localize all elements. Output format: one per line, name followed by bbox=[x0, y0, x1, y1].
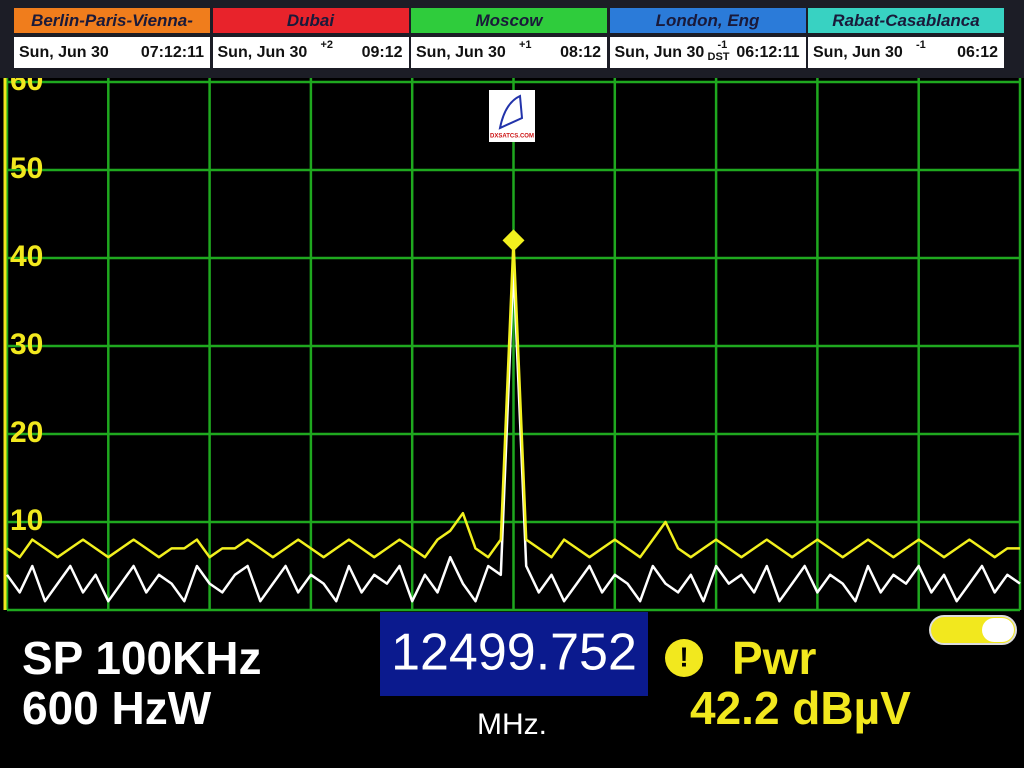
spectrum-chart: 10 20 30 40 50 60 DXSATCS.COM bbox=[0, 78, 1024, 612]
y-tick-label: 50 bbox=[10, 152, 43, 185]
clock: Sun, Jun 30 +1 08:12 bbox=[411, 37, 607, 68]
date: Sun, Jun 30 bbox=[416, 44, 506, 61]
warning-icon bbox=[665, 639, 703, 677]
logo-text: DXSATCS.COM bbox=[490, 134, 534, 140]
city-name: Moscow bbox=[411, 8, 607, 33]
time: 06:12 bbox=[957, 44, 998, 61]
city-name: Berlin-Paris-Vienna-Roma bbox=[14, 8, 210, 55]
clock: Sun, Jun 30 -1 06:12 bbox=[808, 37, 1004, 68]
frequency: 12499.752 bbox=[391, 624, 637, 682]
world-clock-bar: Berlin-Paris-Vienna-RomaSun, Jun 3007:12… bbox=[0, 0, 1024, 78]
peak-marker bbox=[502, 229, 525, 252]
utc-offset: -1 bbox=[717, 39, 728, 51]
rbw: 600 HzW bbox=[22, 682, 212, 734]
date: Sun, Jun 30 bbox=[813, 44, 903, 61]
city-name: London, Eng bbox=[609, 8, 806, 33]
y-tick-label: 60 bbox=[10, 78, 43, 97]
date: Sun, Jun 30 bbox=[614, 44, 705, 61]
y-tick-label: 20 bbox=[10, 416, 43, 449]
readout-panel: SP 100KHz 600 HzW 12499.752 MHz. ! Pwr 4… bbox=[22, 612, 1017, 741]
span: SP 100KHz bbox=[22, 632, 262, 684]
dst: DST bbox=[707, 51, 730, 63]
time: 08:12 bbox=[560, 44, 601, 61]
utc-offset: +1 bbox=[519, 39, 532, 51]
power-label: Pwr bbox=[732, 632, 816, 684]
logo-dish bbox=[498, 94, 524, 130]
y-tick-label: 30 bbox=[10, 328, 43, 361]
clock: Sun, Jun 30 07:12:11 bbox=[14, 37, 210, 68]
y-tick-label: 40 bbox=[10, 240, 43, 273]
utc-offset: -1 bbox=[916, 39, 926, 51]
date: Sun, Jun 30 bbox=[19, 44, 109, 61]
date: Sun, Jun 30 bbox=[217, 44, 308, 61]
battery-cap bbox=[982, 618, 1014, 642]
warning-mark: ! bbox=[679, 641, 688, 672]
y-tick-label: 10 bbox=[10, 504, 43, 537]
time: 09:12 bbox=[361, 44, 403, 61]
logo-box bbox=[489, 90, 535, 142]
clock: Sun, Jun 30 +2 09:12 bbox=[212, 37, 409, 68]
clock: Sun, Jun 30 -1 DST 06:12:11 bbox=[609, 37, 806, 68]
city-name: Rabat-Casablanca bbox=[808, 8, 1004, 33]
frequency-unit: MHz. bbox=[477, 708, 547, 741]
frequency-box bbox=[380, 612, 648, 696]
time: 06:12:11 bbox=[736, 44, 800, 61]
utc-offset: +2 bbox=[320, 39, 334, 51]
power-value: 42.2 dBµV bbox=[690, 682, 911, 734]
city-name: Dubai bbox=[212, 8, 409, 33]
time: 07:12:11 bbox=[140, 44, 204, 61]
